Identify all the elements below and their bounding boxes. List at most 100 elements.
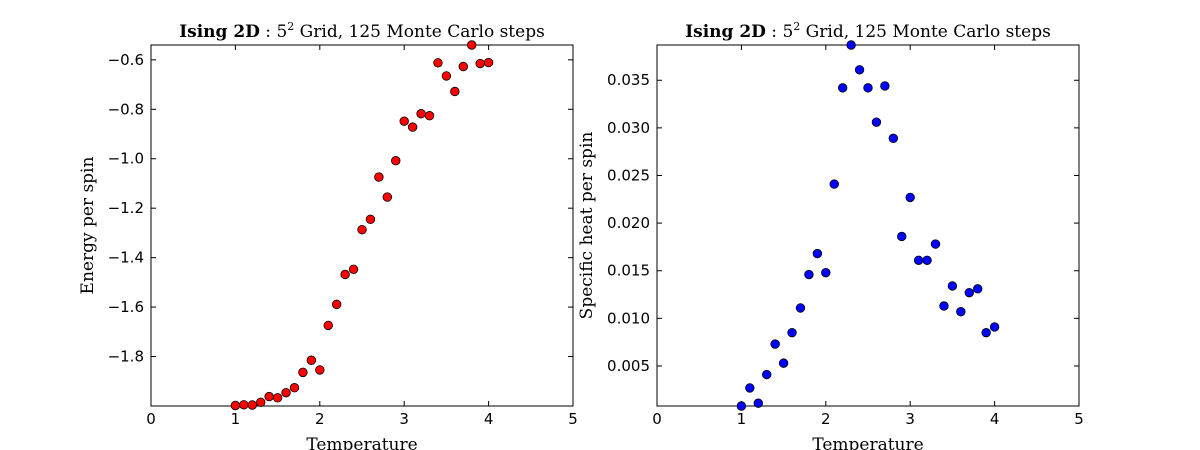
- specific-heat-data-point: [880, 81, 890, 91]
- y-tick-label: 0.030: [607, 119, 650, 137]
- energy-data-point: [450, 86, 460, 97]
- x-tick-label: 3: [905, 410, 915, 428]
- specific-heat-data-point: [989, 322, 1000, 332]
- energy-data-point: [483, 57, 494, 68]
- energy-data-point: [348, 264, 359, 274]
- specific-heat-chart-title: Ising 2D : 52 Grid, 125 Monte Carlo step…: [685, 20, 1051, 42]
- energy-data-point: [289, 383, 300, 393]
- x-tick-label: 5: [1074, 410, 1084, 428]
- energy-data-point: [272, 393, 283, 403]
- specific-heat-axes-frame: [656, 44, 1080, 407]
- x-tick-label: 4: [484, 410, 494, 428]
- specific-heat-plot: Ising 2D : 52 Grid, 125 Monte Carlo step…: [577, 20, 1084, 450]
- energy-data-point: [424, 111, 435, 121]
- specific-heat-data-point: [888, 133, 899, 144]
- energy-data-point: [458, 61, 468, 72]
- specific-heat-data-point: [930, 239, 941, 249]
- title-superscript: 2: [793, 20, 800, 33]
- energy-data-point: [382, 192, 393, 202]
- y-tick-label: 0.015: [607, 262, 650, 280]
- specific-heat-data-point: [973, 284, 983, 294]
- y-tick-label: −0.8: [108, 100, 144, 118]
- title-superscript: 2: [287, 20, 294, 33]
- x-tick-label: 2: [315, 410, 325, 428]
- energy-data-point: [323, 320, 333, 331]
- specific-heat-data-point: [922, 255, 932, 265]
- specific-heat-data-point: [821, 267, 831, 278]
- energy-data-point: [264, 391, 274, 402]
- y-tick-label: −0.6: [108, 51, 144, 69]
- x-tick-label: 3: [399, 410, 409, 428]
- energy-data-point: [399, 116, 409, 126]
- specific-heat-data-point: [837, 83, 848, 93]
- y-tick-label: −1.0: [108, 150, 144, 168]
- y-tick-label: 0.005: [607, 357, 650, 375]
- x-tick-label: 4: [990, 410, 1000, 428]
- energy-plot: Ising 2D : 52 Grid, 125 Monte Carlo step…: [78, 20, 578, 450]
- specific-heat-data-point: [778, 358, 789, 368]
- energy-x-axis-label: Temperature: [306, 435, 417, 450]
- energy-data-point: [281, 387, 291, 398]
- specific-heat-data-point: [897, 231, 907, 242]
- energy-data-point: [306, 355, 317, 365]
- y-tick-label: 0.010: [607, 309, 650, 327]
- energy-data-point: [467, 40, 477, 50]
- specific-heat-data-point: [795, 303, 806, 313]
- energy-data-point: [357, 225, 367, 235]
- energy-data-point: [247, 400, 257, 410]
- energy-data-point: [331, 299, 342, 310]
- specific-heat-data-point: [787, 327, 797, 338]
- energy-data-point: [407, 122, 418, 132]
- energy-data-point: [433, 58, 443, 68]
- specific-heat-data-point: [947, 281, 958, 291]
- title-end-part: Grid, 125 Monte Carlo steps: [800, 22, 1051, 42]
- energy-data-point: [374, 172, 384, 182]
- y-tick-label: 0.035: [607, 71, 650, 89]
- specific-heat-y-axis-label: Specific heat per spin: [577, 132, 597, 320]
- specific-heat-data-point: [981, 327, 991, 338]
- specific-heat-data-point: [854, 65, 865, 75]
- energy-chart-title: Ising 2D : 52 Grid, 125 Monte Carlo step…: [179, 20, 545, 42]
- energy-data-point: [256, 397, 266, 407]
- title-bold-part: Ising 2D: [179, 22, 260, 42]
- specific-heat-data-point: [770, 339, 780, 349]
- specific-heat-data-point: [956, 307, 966, 317]
- title-end-part: Grid, 125 Monte Carlo steps: [294, 22, 545, 42]
- specific-heat-data-point: [753, 398, 763, 408]
- y-tick-label: 0.020: [607, 214, 650, 232]
- specific-heat-data-point: [745, 383, 755, 393]
- specific-heat-data-point: [905, 192, 915, 203]
- energy-data-point: [230, 400, 241, 411]
- energy-y-axis-label: Energy per spin: [78, 157, 98, 295]
- energy-data-point: [340, 269, 350, 280]
- x-tick-label: 2: [821, 410, 831, 428]
- x-tick-label: 0: [652, 410, 662, 428]
- energy-data-point: [239, 400, 249, 410]
- specific-heat-x-axis-label: Temperature: [812, 435, 923, 450]
- x-tick-label: 5: [568, 410, 578, 428]
- specific-heat-data-point: [804, 269, 814, 280]
- specific-heat-data-point: [913, 255, 924, 265]
- energy-data-point: [315, 365, 325, 375]
- specific-heat-data-point: [863, 83, 873, 93]
- specific-heat-data-point: [871, 117, 882, 127]
- energy-data-point: [298, 367, 308, 378]
- x-tick-label: 1: [231, 410, 241, 428]
- x-tick-label: 1: [737, 410, 747, 428]
- y-tick-label: −1.6: [108, 298, 144, 316]
- y-tick-label: 0.025: [607, 166, 650, 184]
- x-tick-label: 0: [146, 410, 156, 428]
- y-tick-label: −1.4: [108, 249, 144, 267]
- energy-axes-frame: [150, 44, 574, 407]
- title-middle-part: : 5: [260, 22, 287, 42]
- y-tick-label: −1.8: [108, 348, 144, 366]
- specific-heat-data-point: [736, 401, 747, 411]
- y-tick-label: −1.2: [108, 199, 144, 217]
- specific-heat-data-point: [964, 287, 974, 298]
- title-middle-part: : 5: [766, 22, 793, 42]
- energy-data-point: [365, 214, 376, 225]
- energy-data-point: [475, 58, 485, 69]
- specific-heat-data-point: [939, 301, 949, 311]
- specific-heat-data-point: [762, 369, 772, 380]
